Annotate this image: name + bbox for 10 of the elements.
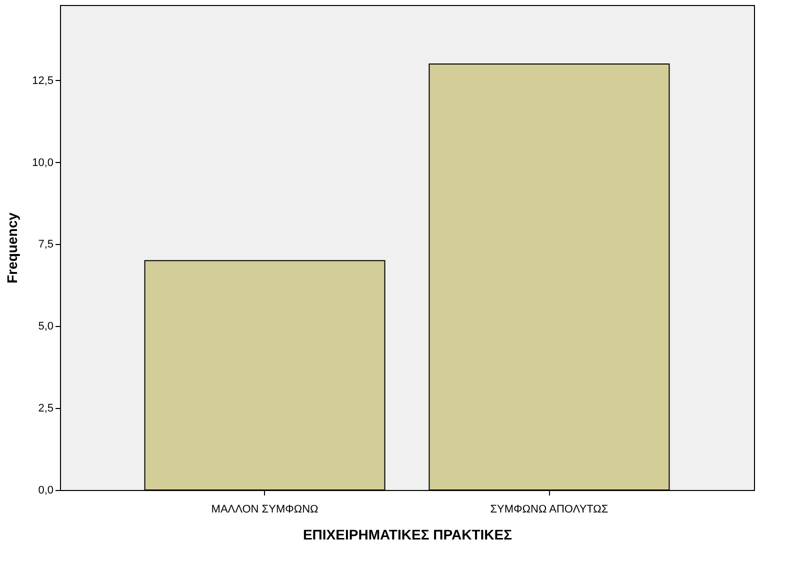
x-axis-title: ΕΠΙΧΕΙΡΗΜΑΤΙΚΕΣ ΠΡΑΚΤΙΚΕΣ bbox=[302, 526, 512, 542]
y-tick-label: 10,0 bbox=[32, 156, 54, 169]
y-tick-label: 5,0 bbox=[38, 320, 54, 333]
y-axis-title: Frequency bbox=[4, 212, 20, 284]
y-tick-label: 0,0 bbox=[38, 484, 54, 496]
y-tick-label: 2,5 bbox=[38, 402, 54, 415]
x-tick-label: ΜΑΛΛΟΝ ΣΥΜΦΩΝΩ bbox=[211, 504, 318, 516]
x-tick-label: ΣΥΜΦΩΝΩ ΑΠΟΛΥΤΩΣ bbox=[490, 504, 608, 516]
y-tick-label: 12,5 bbox=[32, 74, 54, 87]
y-tick-label: 7,5 bbox=[38, 238, 54, 251]
